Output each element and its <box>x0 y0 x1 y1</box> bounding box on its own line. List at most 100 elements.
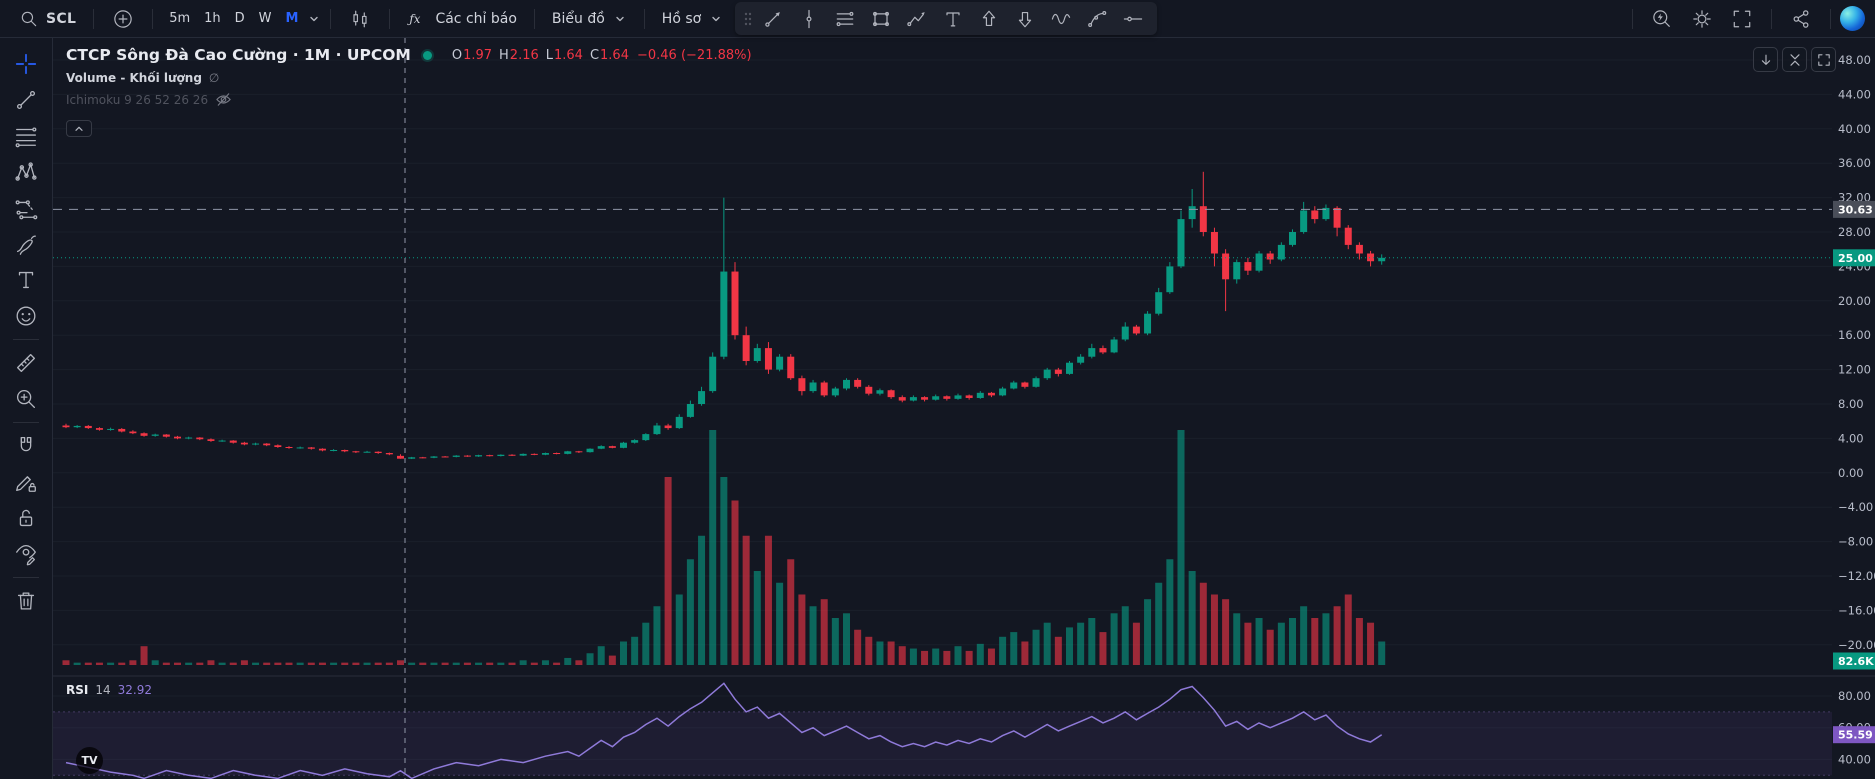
brush-icon <box>16 235 36 255</box>
chart-style-button[interactable] <box>340 3 380 35</box>
rsi-indicator-legend[interactable]: RSI 14 32.92 <box>66 683 152 697</box>
eye-slash-icon[interactable] <box>215 91 232 108</box>
measure-tool[interactable] <box>7 345 45 381</box>
symbol-title[interactable]: CTCP Sông Đà Cao Cường · 1M · UPCOM <box>66 46 411 64</box>
profile-menu-button[interactable]: Hồ sơ <box>654 7 731 31</box>
move-pane-down-button[interactable] <box>1753 47 1778 72</box>
svg-text:−4.00: −4.00 <box>1838 500 1873 514</box>
user-avatar[interactable] <box>1840 6 1865 31</box>
rectangle-tool[interactable] <box>863 4 899 34</box>
sine-wave-tool[interactable] <box>1043 4 1079 34</box>
curve-tool[interactable] <box>1079 4 1115 34</box>
toolbar-separator <box>1771 8 1772 29</box>
vertical-line-tool[interactable] <box>791 4 827 34</box>
interval-switcher: 5m 1h D W M <box>162 7 305 30</box>
text-tool[interactable] <box>935 4 971 34</box>
lock-drawings-button[interactable] <box>7 500 45 536</box>
indicators-button[interactable]: ƒx Các chỉ báo <box>399 4 524 34</box>
emoji-icon <box>16 306 36 326</box>
rectangle-icon <box>873 11 890 26</box>
tradingview-logo[interactable]: TV <box>76 747 103 774</box>
interval-D[interactable]: D <box>234 11 245 26</box>
eye-pencil-icon <box>16 544 36 566</box>
horizontal-lines-icon <box>15 127 37 148</box>
svg-text:−8.00: −8.00 <box>1838 535 1873 549</box>
ichimoku-indicator-legend[interactable]: Ichimoku 9 26 52 26 26 <box>66 91 752 108</box>
fullscreen-button[interactable] <box>1722 3 1762 35</box>
zoom-in-tool[interactable] <box>7 381 45 417</box>
horizontal-ray-tool[interactable] <box>1115 4 1151 34</box>
symbol-title-row[interactable]: CTCP Sông Đà Cao Cường · 1M · UPCOM O1.9… <box>66 46 752 64</box>
pane-control-buttons <box>1753 47 1836 72</box>
interval-1h[interactable]: 1h <box>204 11 221 26</box>
horizontal-lines-tool[interactable] <box>827 4 863 34</box>
svg-text:55.59: 55.59 <box>1838 729 1873 742</box>
share-button[interactable] <box>1781 3 1821 35</box>
svg-text:44.00: 44.00 <box>1838 87 1871 101</box>
symbol-search-button[interactable]: SCL <box>10 4 84 34</box>
volume-indicator-legend[interactable]: Volume - Khối lượng ∅ <box>66 71 752 85</box>
brush-tool[interactable] <box>7 226 45 262</box>
lock-icon <box>19 509 33 527</box>
open-label: O <box>451 47 463 63</box>
xabcd-pattern-tool[interactable] <box>7 154 45 190</box>
sidebar-divider <box>13 339 39 340</box>
polyline-tool[interactable] <box>899 4 935 34</box>
share-icon <box>1793 9 1809 28</box>
trend-line-tool-sidebar[interactable] <box>7 82 45 118</box>
interval-W[interactable]: W <box>258 11 272 26</box>
svg-text:4.00: 4.00 <box>1838 431 1864 445</box>
fib-retracement-tool[interactable] <box>7 118 45 154</box>
low-label: L <box>545 47 553 63</box>
candlestick-icon <box>353 10 368 27</box>
svg-text:80.00: 80.00 <box>1838 689 1871 703</box>
text-icon <box>18 271 34 289</box>
svg-text:40.00: 40.00 <box>1838 122 1871 136</box>
svg-text:28.00: 28.00 <box>1838 225 1871 239</box>
trend-line-tool[interactable] <box>755 4 791 34</box>
profile-label: Hồ sơ <box>661 10 702 27</box>
price-volume-rsi-chart[interactable]: 48.0044.0040.0036.0032.0028.0024.0020.00… <box>53 38 1875 779</box>
close-value: 1.64 <box>600 47 629 63</box>
vertical-line-icon <box>806 9 812 28</box>
drag-handle-icon[interactable] <box>741 6 755 32</box>
magnet-mode-button[interactable] <box>7 428 45 464</box>
svg-text:−12.00: −12.00 <box>1838 569 1875 583</box>
curve-icon <box>1088 10 1107 27</box>
hide-drawings-button[interactable] <box>7 536 45 572</box>
layout-label: Biểu đồ <box>551 10 605 27</box>
drawing-mode-button[interactable] <box>7 464 45 500</box>
settings-button[interactable] <box>1682 3 1722 35</box>
interval-5m[interactable]: 5m <box>169 11 191 26</box>
projection-tool[interactable] <box>7 190 45 226</box>
svg-text:8.00: 8.00 <box>1838 397 1864 411</box>
svg-text:36.00: 36.00 <box>1838 156 1871 170</box>
legend-collapse-button[interactable] <box>66 120 92 137</box>
collapse-pane-button[interactable] <box>1782 47 1807 72</box>
text-tool-sidebar[interactable] <box>7 262 45 298</box>
toolbar-separator <box>1632 8 1633 29</box>
sine-wave-icon <box>1052 13 1071 24</box>
svg-text:−20.00: −20.00 <box>1838 638 1875 652</box>
interval-M[interactable]: M <box>285 11 299 26</box>
fx-icon: ƒx <box>407 11 421 25</box>
compare-add-button[interactable] <box>103 3 143 35</box>
arrow-down-icon <box>1019 11 1032 27</box>
crosshair-tool[interactable] <box>7 46 45 82</box>
chart-pane[interactable]: 48.00 44.00 40.00 36.00 32.00 28.00 24.00 20.00… <box>53 38 1875 779</box>
arrow-up-icon <box>983 10 996 26</box>
svg-text:25.00: 25.00 <box>1838 252 1873 265</box>
svg-text:16.00: 16.00 <box>1838 328 1871 342</box>
chevron-down-icon <box>616 16 624 21</box>
intervals-chevron-down-icon[interactable] <box>307 12 321 26</box>
svg-text:ƒx: ƒx <box>407 11 421 25</box>
maximize-pane-button[interactable] <box>1811 47 1836 72</box>
arrow-down-tool[interactable] <box>1007 4 1043 34</box>
emoji-tool[interactable] <box>7 298 45 334</box>
arrow-up-tool[interactable] <box>971 4 1007 34</box>
layout-select-button[interactable]: Biểu đồ <box>544 7 635 31</box>
quick-search-button[interactable] <box>1642 3 1682 35</box>
svg-text:40.00: 40.00 <box>1838 752 1871 766</box>
remove-drawings-button[interactable] <box>7 583 45 619</box>
magnet-icon <box>20 436 32 452</box>
